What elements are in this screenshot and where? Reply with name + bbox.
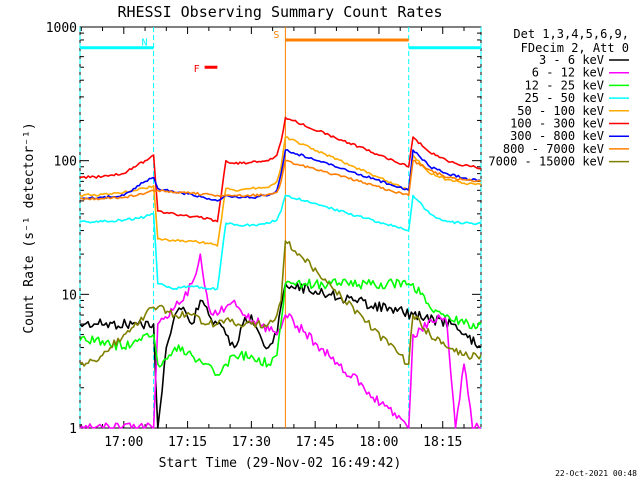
- series-line-5: [79, 116, 482, 223]
- legend: Det 1,3,4,5,6,9,FDecim 2, Att 03 - 6 keV…: [488, 27, 629, 169]
- legend-entry-7: 800 - 7000 keV: [503, 142, 604, 156]
- plot-area: 17:00 17:15 17:30 17:45 18:00 18:15 1 10 100 1000…: [46, 21, 482, 450]
- legend-entry-5: 100 - 300 keV: [510, 117, 604, 131]
- series-line-0: [79, 282, 482, 429]
- y-tick-label-0: 1: [69, 422, 77, 437]
- legend-entry-2: 12 - 25 keV: [525, 78, 604, 92]
- series-line-3: [79, 194, 482, 291]
- flag-label-F: F: [194, 64, 200, 75]
- plot-frame: [79, 26, 482, 429]
- chart-title: RHESSI Observing Summary Count Rates: [117, 3, 442, 21]
- series-line-1: [79, 253, 482, 429]
- series-line-7: [79, 159, 482, 201]
- x-tick-label-5: 18:15: [423, 435, 462, 450]
- y-tick-label-1: 10: [61, 288, 77, 303]
- x-tick-label-0: 17:00: [104, 435, 143, 450]
- legend-entry-4: 50 - 100 keV: [517, 104, 604, 118]
- y-tick-label-2: 100: [54, 155, 77, 170]
- legend-header-0: Det 1,3,4,5,6,9,: [513, 27, 629, 41]
- legend-entry-6: 300 - 800 keV: [510, 129, 604, 143]
- series-line-6: [79, 149, 482, 202]
- legend-entry-8: 7000 - 15000 keV: [488, 155, 604, 169]
- legend-entry-0: 3 - 6 keV: [539, 53, 604, 67]
- x-tick-label-4: 18:00: [359, 435, 398, 450]
- footer-timestamp: 22-Oct-2021 00:48: [555, 469, 637, 478]
- y-tick-label-3: 1000: [46, 21, 77, 36]
- legend-entry-1: 6 - 12 keV: [532, 66, 604, 80]
- series-line-4: [79, 136, 482, 247]
- y-axis-label: Count Rate (s⁻¹ detector⁻¹): [22, 122, 37, 333]
- x-tick-label-2: 17:30: [232, 435, 271, 450]
- legend-entry-3: 25 - 50 keV: [525, 91, 604, 105]
- flag-label-N: N: [142, 38, 148, 49]
- series-line-2: [79, 278, 482, 376]
- series-line-8: [79, 240, 482, 367]
- flag-label-S: S: [273, 30, 279, 41]
- legend-header-1: FDecim 2, Att 0: [521, 41, 629, 55]
- x-tick-label-1: 17:15: [168, 435, 207, 450]
- x-axis-label: Start Time (29-Nov-02 16:49:42): [159, 456, 402, 471]
- x-tick-label-3: 17:45: [296, 435, 335, 450]
